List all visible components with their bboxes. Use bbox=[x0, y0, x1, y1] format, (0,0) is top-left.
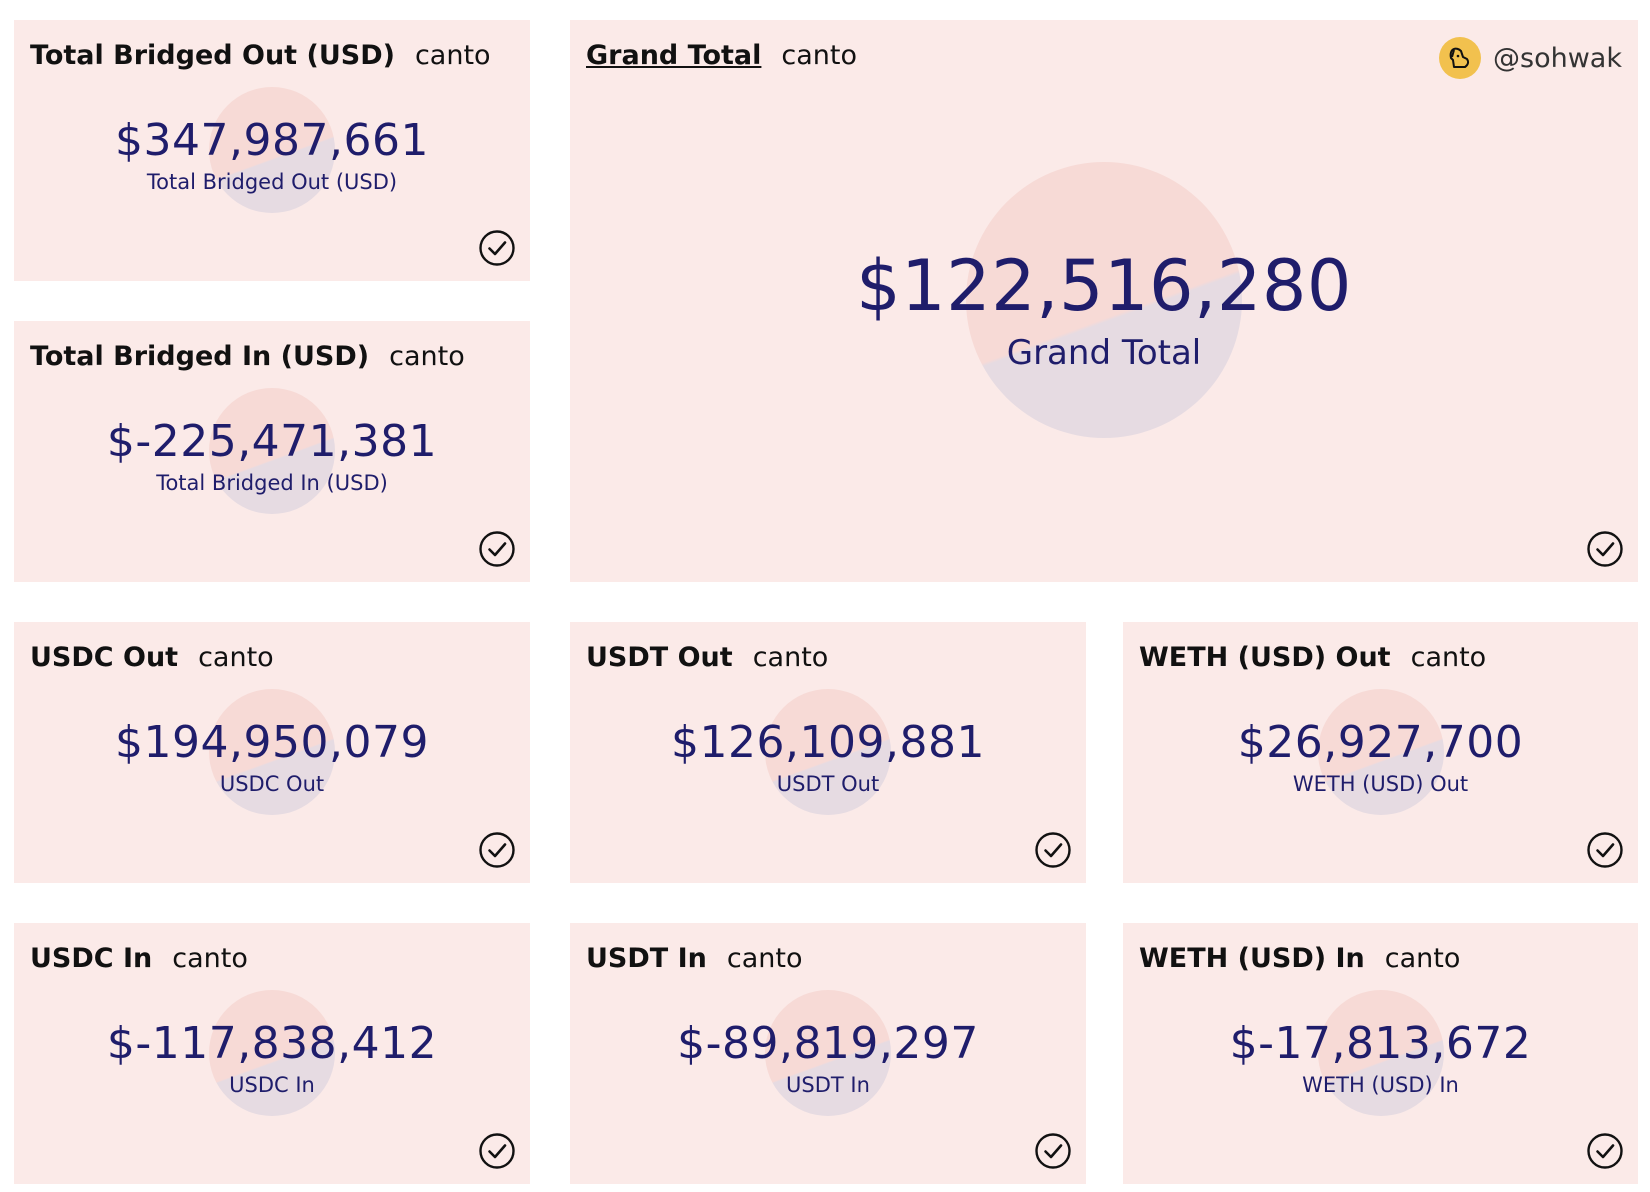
metric-label: USDC Out bbox=[219, 772, 325, 796]
card-usdt-out: USDT Out canto $126,109,881 USDT Out bbox=[570, 622, 1086, 883]
card-source: canto bbox=[414, 40, 491, 71]
card-title: WETH (USD) In bbox=[1139, 943, 1365, 974]
check-circle-icon[interactable] bbox=[478, 229, 516, 267]
metric-label: USDT Out bbox=[776, 772, 880, 796]
check-circle-icon[interactable] bbox=[1586, 530, 1624, 568]
card-source: canto bbox=[172, 943, 248, 974]
dog-icon bbox=[1449, 47, 1470, 68]
card-weth-in: WETH (USD) In canto $-17,813,672 WETH (U… bbox=[1123, 923, 1638, 1184]
card-header: USDT Out canto bbox=[586, 642, 828, 673]
metric-value: $347,987,661 bbox=[115, 115, 429, 166]
metric-value: $-225,471,381 bbox=[106, 416, 438, 467]
metric-value: $-89,819,297 bbox=[677, 1018, 979, 1069]
value-bubble bbox=[209, 689, 335, 815]
card-header: Total Bridged Out (USD) canto bbox=[30, 40, 491, 71]
check-circle-icon[interactable] bbox=[1586, 831, 1624, 869]
card-usdc-in: USDC In canto $-117,838,412 USDC In bbox=[14, 923, 530, 1184]
check-circle-icon[interactable] bbox=[1034, 1132, 1072, 1170]
value-bubble bbox=[1317, 990, 1444, 1116]
card-weth-out: WETH (USD) Out canto $26,927,700 WETH (U… bbox=[1123, 622, 1638, 883]
card-total-bridged-in: Total Bridged In (USD) canto $-225,471,3… bbox=[14, 321, 530, 582]
card-usdc-out: USDC Out canto $194,950,079 USDC Out bbox=[14, 622, 530, 883]
metric-label: USDT In bbox=[786, 1073, 870, 1097]
value-bubble bbox=[209, 87, 335, 213]
card-grand-total: Grand Total canto @sohwak $122,516,280 G… bbox=[570, 20, 1638, 582]
card-header: WETH (USD) Out canto bbox=[1139, 642, 1486, 673]
card-header: USDC In canto bbox=[30, 943, 248, 974]
metric-value: $26,927,700 bbox=[1237, 717, 1524, 768]
card-source: canto bbox=[752, 642, 829, 673]
card-source: canto bbox=[389, 341, 465, 372]
card-source: canto bbox=[726, 943, 803, 974]
card-header: WETH (USD) In canto bbox=[1139, 943, 1460, 974]
avatar bbox=[1439, 37, 1482, 79]
card-usdt-in: USDT In canto $-89,819,297 USDT In bbox=[570, 923, 1086, 1184]
value-bubble bbox=[966, 162, 1242, 438]
card-source: canto bbox=[781, 40, 858, 71]
card-title: WETH (USD) Out bbox=[1139, 642, 1391, 673]
card-header: Grand Total canto bbox=[586, 40, 857, 71]
metric-value: $126,109,881 bbox=[671, 717, 985, 768]
check-circle-icon[interactable] bbox=[478, 1132, 516, 1170]
card-source: canto bbox=[198, 642, 274, 673]
value-bubble bbox=[209, 388, 335, 514]
user-handle: @sohwak bbox=[1493, 42, 1622, 74]
card-total-bridged-out: Total Bridged Out (USD) canto $347,987,6… bbox=[14, 20, 530, 281]
metric-label: Total Bridged In (USD) bbox=[156, 471, 388, 495]
value-bubble bbox=[209, 990, 335, 1116]
value-bubble bbox=[1317, 689, 1444, 815]
metric-label: Grand Total bbox=[1006, 333, 1202, 373]
value-bubble bbox=[765, 689, 891, 815]
check-circle-icon[interactable] bbox=[478, 831, 516, 869]
card-title: Total Bridged Out (USD) bbox=[30, 40, 395, 71]
check-circle-icon[interactable] bbox=[1034, 831, 1072, 869]
value-bubble bbox=[765, 990, 891, 1116]
card-title: Total Bridged In (USD) bbox=[30, 341, 370, 372]
card-title: USDC Out bbox=[30, 642, 179, 673]
metric-label: USDC In bbox=[229, 1073, 315, 1097]
card-header: USDT In canto bbox=[586, 943, 802, 974]
check-circle-icon[interactable] bbox=[478, 530, 516, 568]
user-profile[interactable]: @sohwak bbox=[1439, 37, 1622, 79]
card-header: USDC Out canto bbox=[30, 642, 274, 673]
metric-value: $-117,838,412 bbox=[106, 1018, 438, 1069]
card-title: USDT In bbox=[586, 943, 707, 974]
card-source: canto bbox=[1410, 642, 1487, 673]
card-title: USDT Out bbox=[586, 642, 733, 673]
card-source: canto bbox=[1384, 943, 1461, 974]
metric-label: WETH (USD) Out bbox=[1292, 772, 1469, 796]
metric-label: Total Bridged Out (USD) bbox=[146, 170, 398, 194]
metric-value: $-17,813,672 bbox=[1229, 1018, 1532, 1069]
card-title: USDC In bbox=[30, 943, 153, 974]
card-title-link[interactable]: Grand Total bbox=[586, 40, 762, 71]
metric-label: WETH (USD) In bbox=[1302, 1073, 1459, 1097]
check-circle-icon[interactable] bbox=[1586, 1132, 1624, 1170]
card-header: Total Bridged In (USD) canto bbox=[30, 341, 465, 372]
metric-value: $122,516,280 bbox=[856, 245, 1352, 327]
metric-value: $194,950,079 bbox=[115, 717, 429, 768]
